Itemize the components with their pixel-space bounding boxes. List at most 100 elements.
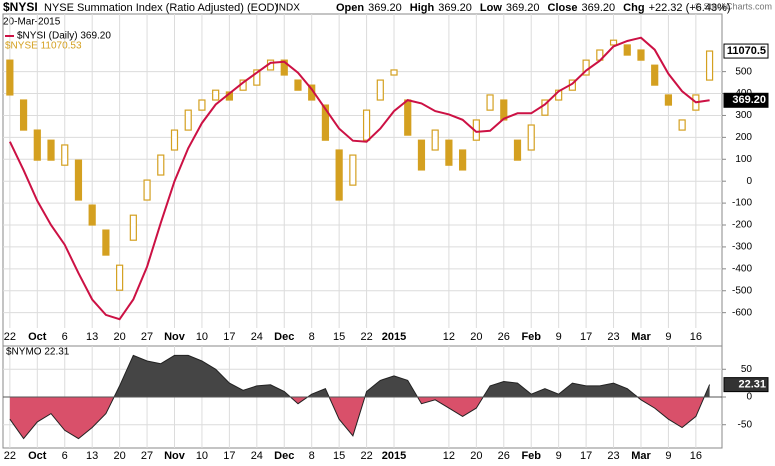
x-tick-label: 22 [4, 450, 16, 462]
x-tick-label: 16 [690, 450, 702, 462]
candle [459, 149, 467, 171]
x-tick-label: 26 [498, 331, 510, 343]
candle [609, 39, 618, 46]
candle [486, 94, 494, 111]
candle [74, 159, 83, 201]
candle [376, 79, 384, 101]
candle [513, 139, 522, 161]
candle [47, 139, 55, 161]
candle [390, 69, 398, 76]
x-tick-label: 9 [665, 450, 671, 462]
quote-label: Open [336, 2, 364, 14]
candle [623, 44, 631, 56]
x-tick-label: 13 [86, 450, 98, 462]
y-tick-label: -300 [732, 242, 752, 253]
y-tick-label: -200 [732, 220, 752, 231]
candle [705, 50, 714, 81]
y-tick-label: -400 [732, 263, 752, 274]
x-tick-label: Feb [521, 331, 541, 343]
x-tick-label: 22 [4, 331, 16, 343]
y-tick-label: 0 [746, 392, 752, 403]
candle [33, 129, 41, 161]
candle [157, 154, 165, 176]
candle [362, 109, 371, 141]
y2-tag-box [723, 43, 769, 59]
main-panel [2, 13, 723, 347]
candle [527, 124, 535, 151]
x-tick-label: 23 [607, 450, 619, 462]
x-tick-label: 9 [556, 331, 562, 343]
candle [88, 204, 96, 226]
candle [116, 264, 124, 291]
nymo-tag: 22.31 [738, 379, 766, 391]
x-tick-label: 20 [470, 331, 482, 343]
candle [280, 59, 288, 76]
candle [637, 49, 645, 61]
x-tick-label: 20 [470, 450, 482, 462]
x-tick-label: 9 [556, 450, 562, 462]
y-tick-label: 50 [741, 364, 753, 375]
x-tick-label: Oct [28, 450, 47, 462]
chart-title: NYSE Summation Index (Ratio Adjusted) (E… [44, 2, 278, 14]
candle [335, 149, 343, 201]
x-tick-label: 23 [607, 331, 619, 343]
x-tick-label: 24 [251, 450, 263, 462]
y-tick-label: -500 [732, 285, 752, 296]
exchange: INDX [276, 3, 300, 14]
quote-label: Close [548, 2, 578, 14]
x-tick-label: 17 [580, 331, 592, 343]
quote-label: High [410, 2, 435, 14]
candle [349, 154, 357, 186]
quote: Open 369.20 High 369.20 Low 369.20 Close 369.20… [336, 2, 731, 14]
candle [198, 99, 206, 111]
x-tick-label: Mar [631, 331, 651, 343]
x-tick-label: Nov [164, 450, 186, 462]
x-tick-label: 10 [196, 331, 208, 343]
y-tick-label: 100 [735, 154, 752, 165]
area-negative [9, 397, 710, 439]
candle [417, 139, 426, 171]
y-tick-label: -600 [732, 307, 752, 318]
candle [19, 99, 28, 131]
candle [294, 79, 302, 91]
legend-label: $NYMO 22.31 [6, 347, 70, 358]
x-tick-label: 6 [62, 450, 68, 462]
nymo-tag-box [723, 377, 769, 393]
candle [664, 94, 673, 106]
candle [129, 214, 137, 241]
x-tick-label: 9 [665, 331, 671, 343]
x-tick-label: 22 [360, 450, 372, 462]
candle [445, 139, 453, 166]
legend-label: $NYSE 11070.53 [5, 41, 82, 52]
x-tick-label: 12 [443, 450, 455, 462]
y-tick-label: 300 [735, 110, 752, 121]
y2-tag: 11070.5 [727, 45, 766, 57]
nysi-line [8, 36, 710, 321]
quote-value: 369.20 [506, 2, 540, 14]
x-tick-label: Dec [274, 450, 294, 462]
x-tick-label: 20 [113, 331, 125, 343]
x-tick-label: 13 [86, 331, 98, 343]
area-positive [9, 355, 710, 397]
y-tag-box [723, 92, 769, 108]
symbol: $NYSI [3, 0, 38, 14]
x-tick-label: 24 [251, 331, 263, 343]
quote-label: Low [480, 2, 502, 14]
x-tick-label: Feb [521, 450, 541, 462]
candle [6, 59, 14, 96]
quote-value: 369.20 [368, 2, 402, 14]
x-tick-label: 8 [309, 450, 315, 462]
candle [253, 69, 261, 86]
legend-label: $NYSI (Daily) 369.20 [17, 31, 111, 42]
y-tick-label: 200 [735, 132, 752, 143]
x-tick-label: Mar [631, 450, 651, 462]
x-tick-label: 27 [141, 331, 153, 343]
x-tick-label: 20 [113, 450, 125, 462]
candle [678, 119, 686, 131]
candle [404, 99, 412, 136]
candle [431, 129, 439, 151]
candle [143, 179, 151, 201]
x-tick-label: 17 [223, 331, 235, 343]
